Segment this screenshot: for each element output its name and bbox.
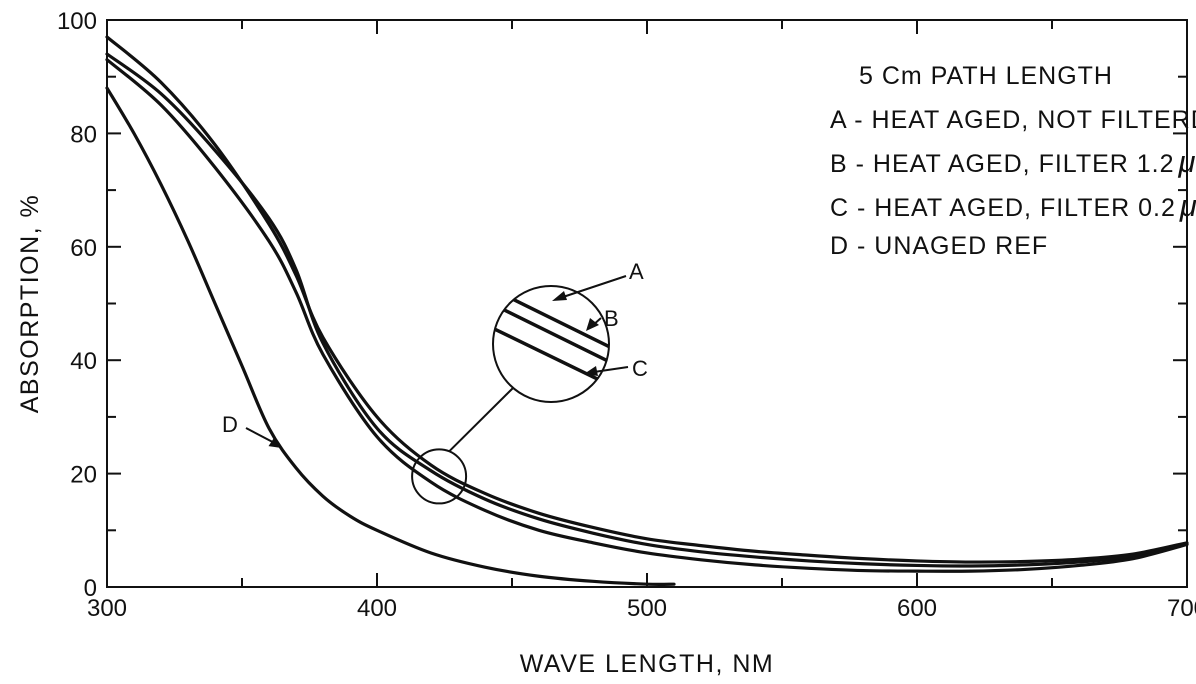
inset-arrow-c — [593, 366, 629, 373]
series-d-line — [105, 86, 676, 586]
x-tick-label: 300 — [87, 595, 127, 622]
y-tick-label: 60 — [70, 235, 97, 262]
series-a-line — [105, 35, 1189, 564]
series-c-line — [105, 58, 1189, 573]
inset-label-a: A — [629, 259, 644, 284]
legend-unit-micron: μ — [1179, 188, 1196, 223]
legend-header: 5 Cm PATH LENGTH — [859, 62, 1113, 90]
series-d-arrowhead — [268, 437, 283, 449]
legend-entry-c: C - HEAT AGED, FILTER 0.2μ — [830, 188, 1196, 223]
x-tick-label: 500 — [627, 595, 667, 622]
legend-layer: 5 Cm PATH LENGTH A - HEAT AGED, NOT FILTE… — [830, 62, 1196, 260]
series-d-label: D — [222, 412, 238, 437]
axes-layer: 300 400 500 600 700 0 20 40 60 80 100 WAVE LENGTH, … — [16, 8, 1196, 678]
inset-label-c: C — [632, 356, 648, 381]
zoom-connector-line — [448, 387, 514, 453]
y-tick-label: 40 — [70, 348, 97, 375]
y-tick-label: 100 — [57, 8, 97, 35]
x-tick-label: 400 — [357, 595, 397, 622]
curves-layer — [105, 35, 1189, 586]
zoom-inset-circle — [492, 285, 610, 403]
inset-arrowhead-a — [552, 291, 567, 301]
series-b-line — [105, 52, 1189, 568]
x-tick-label: 600 — [897, 595, 937, 622]
y-axis-title: ABSORPTION, % — [16, 194, 44, 414]
y-tick-label: 20 — [70, 462, 97, 489]
legend-entry-b: B - HEAT AGED, FILTER 1.2 μ — [830, 144, 1196, 179]
y-tick-label: 0 — [84, 575, 97, 602]
y-tick-label: 80 — [70, 121, 97, 148]
inset-arrowhead-c — [584, 366, 598, 376]
x-tick-label: 700 — [1167, 595, 1196, 622]
legend-entry-d: D - UNAGED REF — [830, 232, 1048, 260]
x-axis-title: WAVE LENGTH, NM — [520, 650, 774, 678]
zoom-source-circle — [411, 448, 468, 505]
inset-arrowhead-b — [586, 318, 599, 331]
legend-unit-micron: μ — [1178, 144, 1196, 179]
inset-line-c — [493, 320, 609, 392]
inset-label-b: B — [604, 306, 619, 331]
inset-arrow-a — [559, 275, 627, 299]
legend-entry-a: A - HEAT AGED, NOT FILTERD — [830, 106, 1196, 134]
annotation-layer: D ABC — [222, 259, 648, 505]
